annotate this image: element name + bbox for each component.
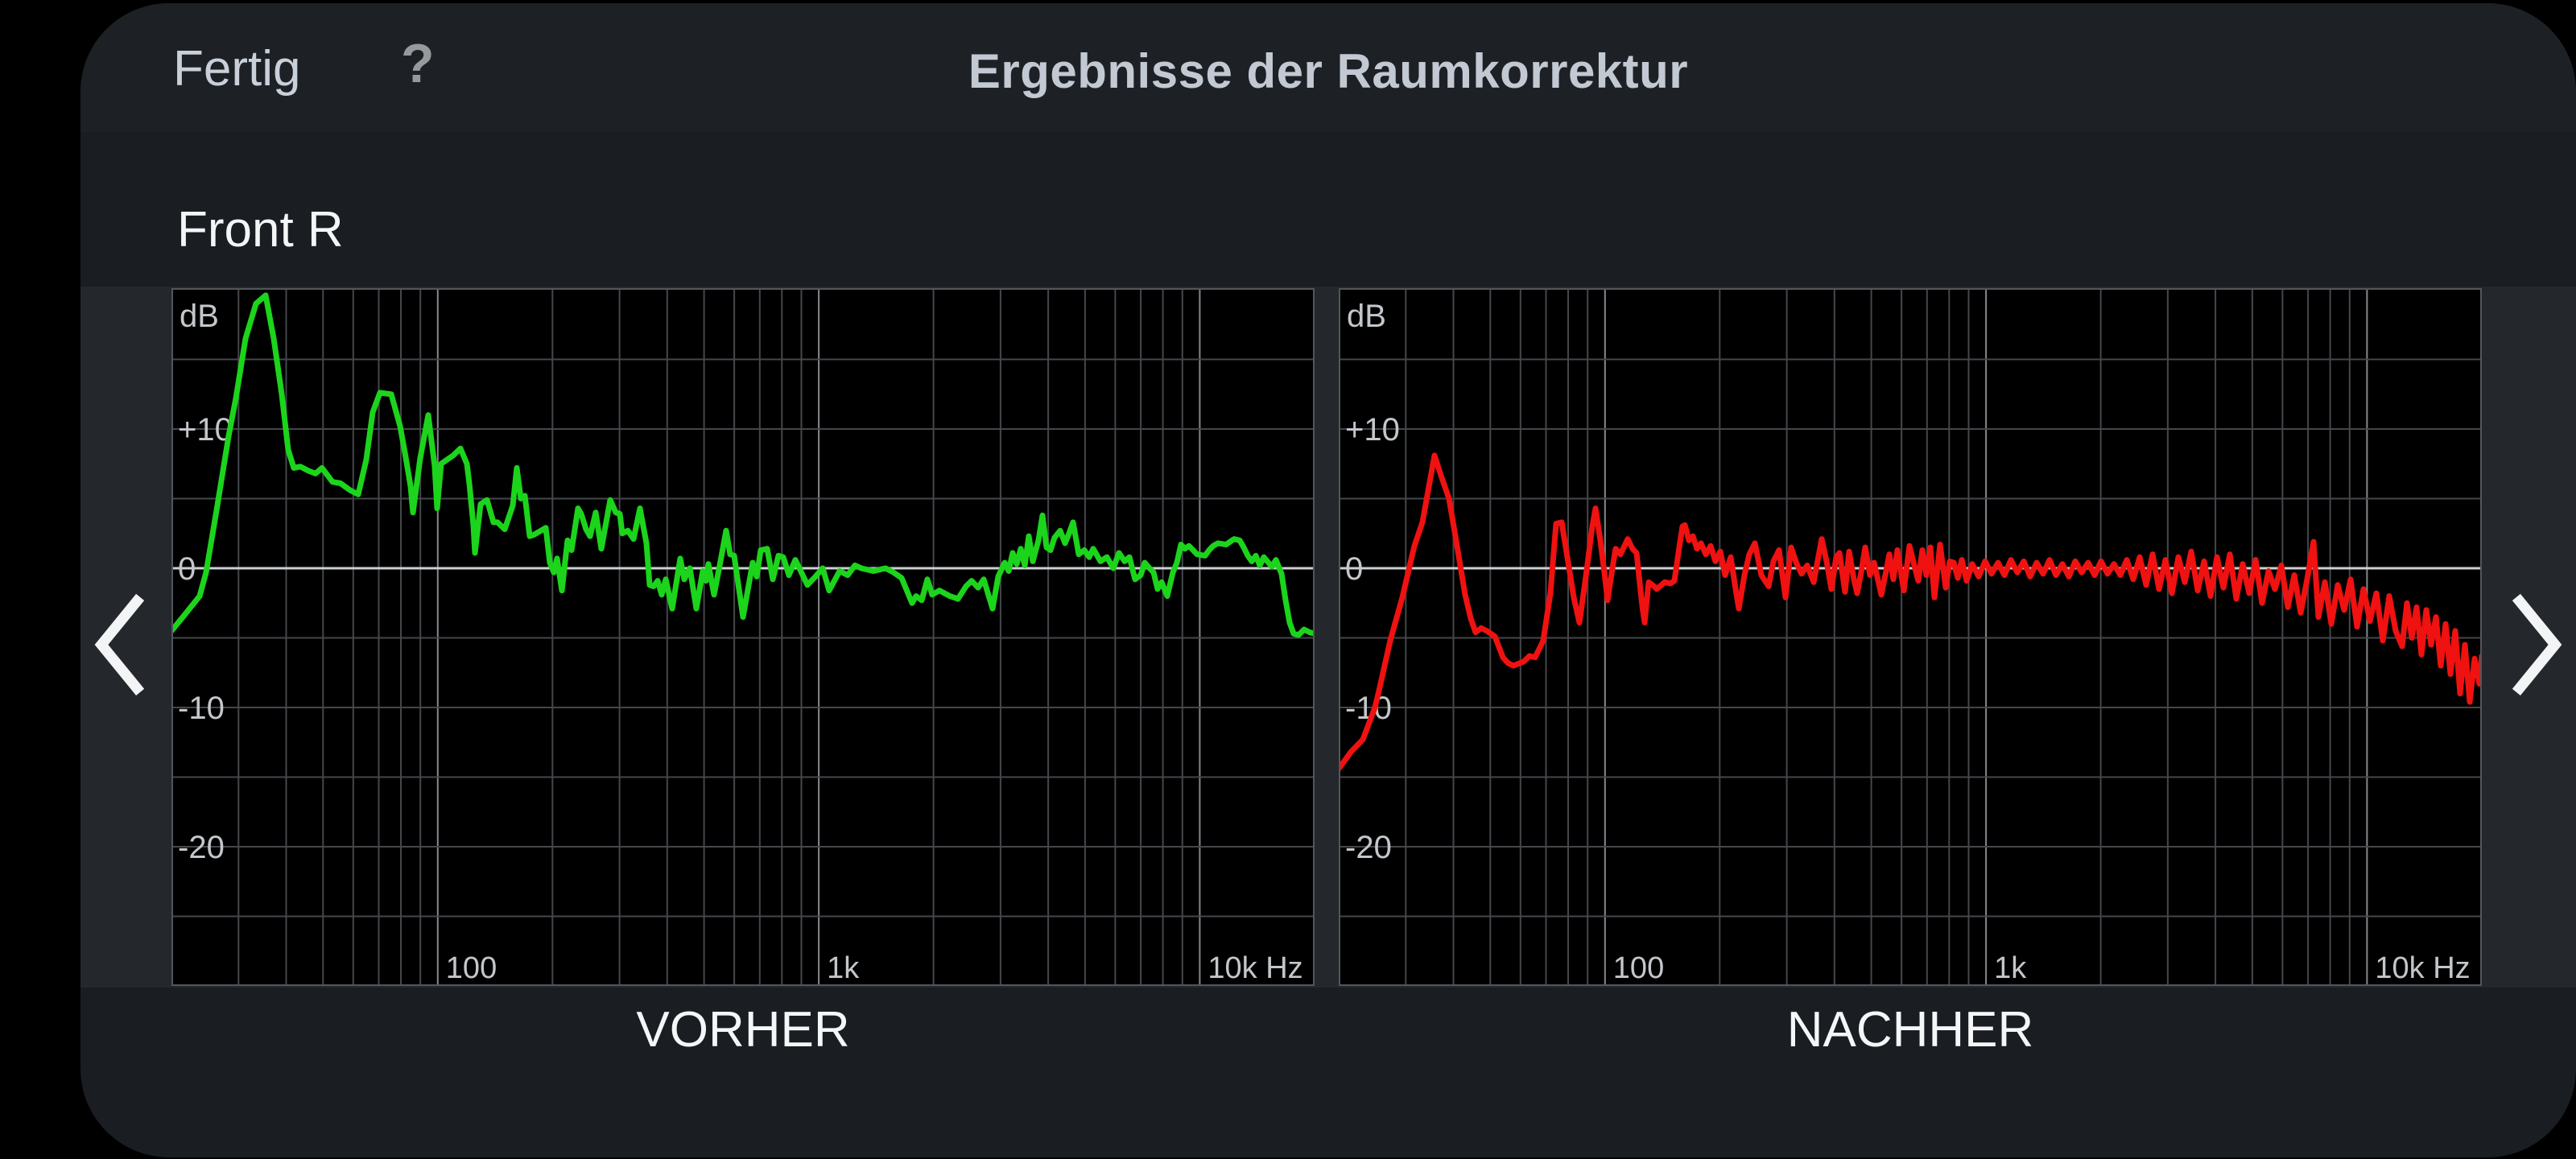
- svg-text:0: 0: [1345, 551, 1363, 587]
- svg-text:100: 100: [446, 951, 497, 985]
- speaker-label: Front R: [177, 202, 344, 258]
- page-title: Ergebnisse der Raumkorrektur: [968, 44, 1689, 98]
- svg-text:-20: -20: [178, 830, 225, 865]
- vorher-caption: VORHER: [636, 1002, 850, 1058]
- vorher-chart: dB +10 0 -10 -20 100 1k 10k Hz: [171, 288, 1315, 986]
- previous-speaker-button[interactable]: [90, 593, 150, 696]
- svg-text:10k Hz: 10k Hz: [2375, 951, 2470, 985]
- svg-text:0: 0: [178, 551, 196, 587]
- svg-text:100: 100: [1613, 951, 1664, 985]
- nachher-caption: NACHHER: [1786, 1002, 2034, 1058]
- svg-text:+10: +10: [1345, 412, 1400, 448]
- chevron-left-icon: [94, 593, 145, 696]
- svg-text:10k Hz: 10k Hz: [1208, 951, 1302, 985]
- svg-text:1k: 1k: [827, 951, 860, 985]
- svg-text:1k: 1k: [1994, 951, 2027, 985]
- done-button[interactable]: Fertig: [173, 41, 301, 97]
- svg-text:dB: dB: [180, 299, 219, 334]
- next-speaker-button[interactable]: [2507, 593, 2566, 696]
- svg-text:+10: +10: [178, 412, 233, 448]
- svg-text:-20: -20: [1345, 830, 1392, 865]
- help-button[interactable]: ?: [401, 33, 435, 94]
- top-bar: [80, 3, 2576, 132]
- chevron-right-icon: [2512, 593, 2562, 696]
- nachher-chart: dB +10 0 -10 -20 100 1k 10k Hz: [1339, 288, 2482, 986]
- svg-text:-10: -10: [178, 691, 225, 726]
- svg-text:dB: dB: [1347, 299, 1386, 334]
